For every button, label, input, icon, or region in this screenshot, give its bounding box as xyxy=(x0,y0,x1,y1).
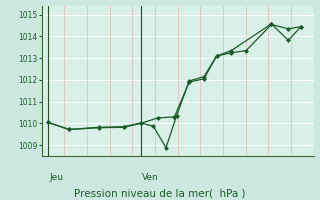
Text: Ven: Ven xyxy=(142,173,159,182)
Text: Jeu: Jeu xyxy=(50,173,64,182)
Text: Pression niveau de la mer(  hPa ): Pression niveau de la mer( hPa ) xyxy=(74,188,246,198)
